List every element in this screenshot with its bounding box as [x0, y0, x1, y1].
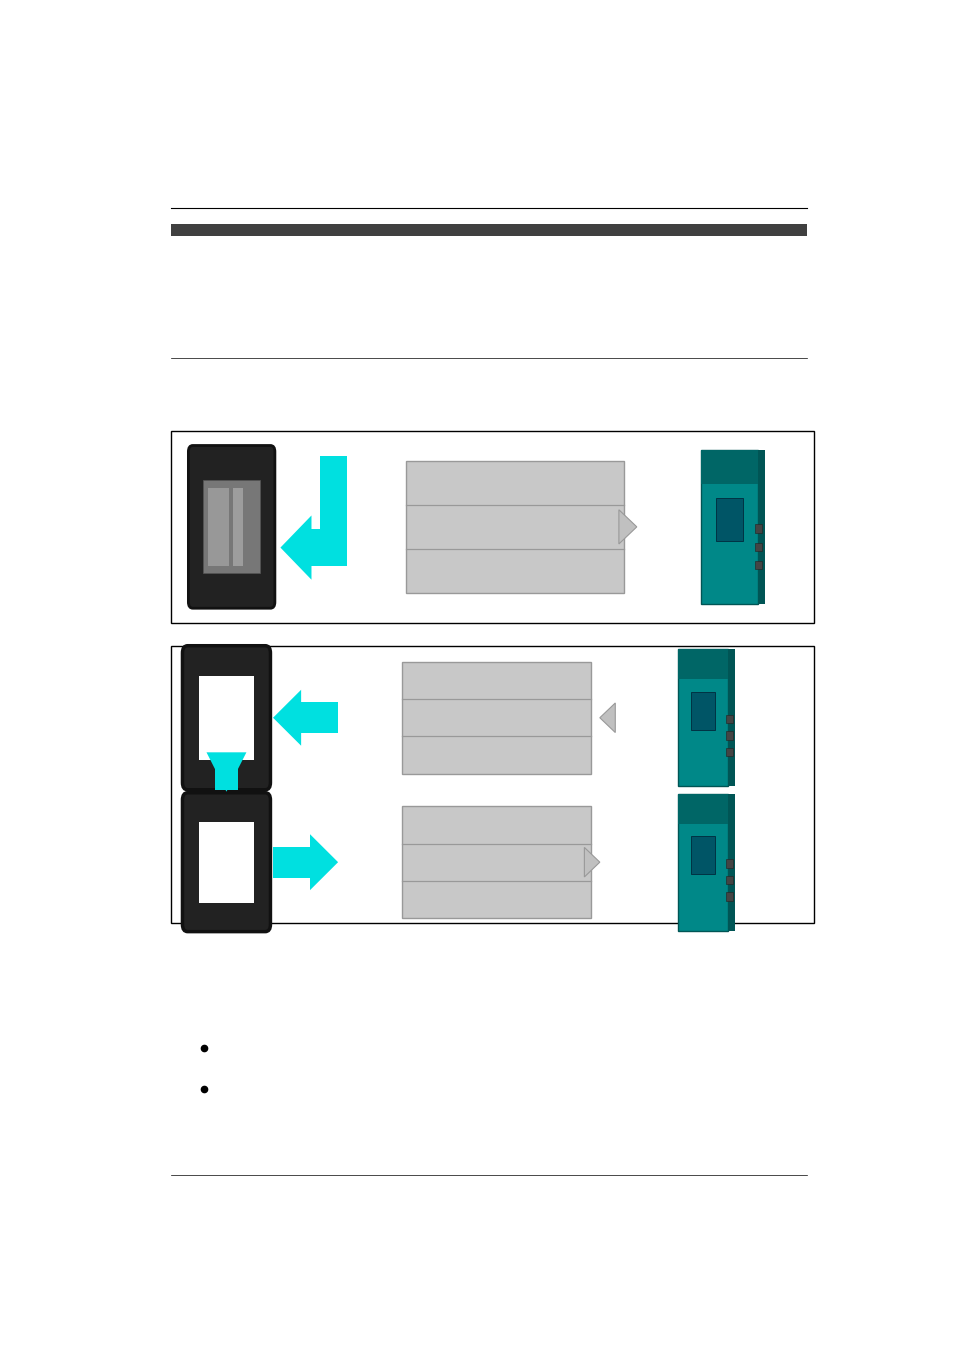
Polygon shape	[206, 752, 246, 791]
Bar	[754, 524, 761, 533]
Bar	[724, 715, 732, 723]
Bar	[724, 859, 732, 868]
Bar	[691, 692, 715, 730]
Bar	[754, 542, 761, 551]
Bar	[320, 456, 347, 567]
Bar	[199, 822, 253, 903]
Bar	[273, 847, 310, 878]
Bar	[724, 892, 732, 900]
Bar	[700, 450, 757, 603]
Bar	[208, 487, 229, 565]
Bar	[171, 431, 813, 623]
FancyBboxPatch shape	[188, 446, 274, 608]
Bar	[401, 662, 590, 774]
Polygon shape	[683, 649, 734, 786]
Bar	[715, 498, 742, 541]
Polygon shape	[310, 835, 337, 890]
Polygon shape	[707, 450, 763, 603]
FancyBboxPatch shape	[182, 646, 270, 790]
Bar	[754, 561, 761, 569]
Bar	[678, 649, 728, 680]
Bar	[724, 731, 732, 740]
FancyBboxPatch shape	[182, 793, 270, 931]
Bar	[678, 794, 728, 930]
Bar	[233, 487, 243, 565]
Polygon shape	[584, 848, 599, 878]
Bar	[171, 646, 813, 923]
Polygon shape	[273, 689, 301, 746]
Polygon shape	[599, 703, 615, 732]
Bar	[199, 676, 253, 760]
Bar	[401, 806, 590, 918]
Bar	[171, 223, 806, 236]
Bar	[724, 876, 732, 884]
Bar	[678, 794, 728, 824]
Bar	[203, 481, 260, 573]
Polygon shape	[618, 510, 637, 544]
Bar	[215, 752, 237, 790]
Bar	[678, 649, 728, 786]
Bar	[311, 529, 347, 567]
Bar	[301, 703, 337, 734]
Polygon shape	[280, 516, 311, 580]
Bar	[405, 462, 623, 592]
Bar	[691, 836, 715, 875]
Bar	[700, 450, 757, 485]
Polygon shape	[683, 794, 734, 930]
Bar	[724, 748, 732, 756]
